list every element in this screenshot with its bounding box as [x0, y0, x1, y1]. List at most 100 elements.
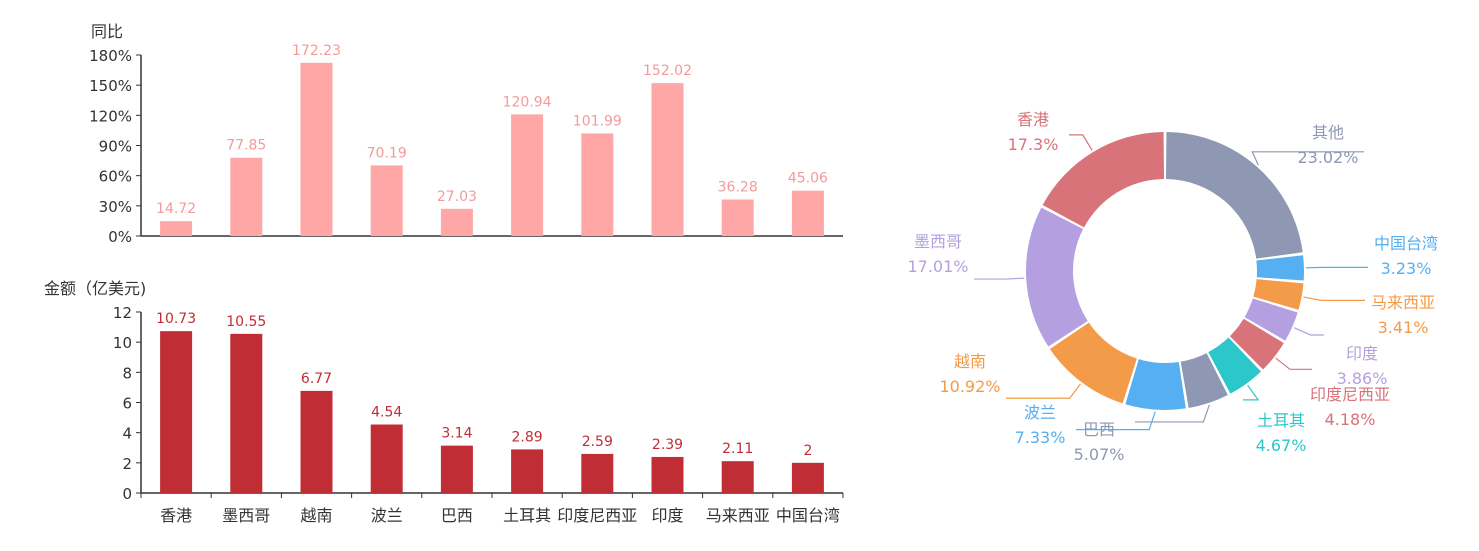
- x-tick-label: 马来西亚: [706, 506, 770, 525]
- bar: [441, 446, 473, 493]
- donut-slice: [1125, 359, 1185, 410]
- leader-line: [974, 278, 1024, 279]
- slice-name-label: 波兰: [1024, 403, 1056, 422]
- donut-slice: [1043, 132, 1164, 227]
- slice-percent-label: 3.41%: [1378, 318, 1429, 337]
- data-label: 4.54: [371, 405, 402, 421]
- slice-name-label: 香港: [1017, 110, 1049, 129]
- bar: [652, 83, 684, 236]
- data-label: 10.73: [156, 311, 196, 327]
- y-axis-title: 同比: [91, 22, 123, 41]
- yoy-bar-chart: 同比 0% 30% 60% 90% 120% 150% 180% 14.72 77.85 172.2…: [89, 22, 843, 246]
- bar: [652, 457, 684, 493]
- slice-percent-label: 7.33%: [1015, 428, 1066, 447]
- slice-percent-label: 3.23%: [1381, 259, 1432, 278]
- slice-percent-label: 4.67%: [1256, 436, 1307, 455]
- data-label: 2: [803, 443, 812, 459]
- bar: [371, 425, 403, 493]
- leader-line: [1304, 297, 1365, 300]
- amount-bar-chart: 金额（亿美元) 0 2 4 6 8 10 12 10.73 香港 10.55 墨西哥 6.77 越南 4.5…: [44, 279, 843, 525]
- data-label: 172.23: [292, 43, 341, 59]
- slice-name-label: 越南: [954, 352, 986, 371]
- bar: [160, 221, 192, 236]
- x-tick-label: 印度: [651, 506, 683, 525]
- bar: [511, 114, 543, 236]
- x-tick-label: 中国台湾: [776, 506, 840, 525]
- data-label: 2.59: [582, 434, 613, 450]
- data-label: 36.28: [718, 180, 758, 196]
- y-tick-label: 90%: [99, 138, 132, 156]
- data-label: 2.89: [512, 429, 543, 445]
- data-label: 27.03: [437, 189, 477, 205]
- data-label: 14.72: [156, 201, 196, 217]
- bar: [511, 449, 543, 493]
- y-tick-label: 6: [122, 395, 132, 413]
- y-tick-label: 12: [113, 304, 132, 322]
- x-tick-label: 波兰: [371, 506, 403, 525]
- y-tick-label: 150%: [89, 77, 132, 95]
- slice-percent-label: 17.01%: [907, 257, 968, 276]
- slice-name-label: 墨西哥: [914, 232, 962, 251]
- data-label: 120.94: [503, 94, 552, 110]
- bar: [581, 454, 613, 493]
- bar: [230, 334, 262, 493]
- x-tick-label: 墨西哥: [222, 506, 270, 525]
- x-tick-label: 越南: [300, 506, 332, 525]
- slice-percent-label: 10.92%: [939, 377, 1000, 396]
- slice-name-label: 印度: [1346, 344, 1378, 363]
- bar: [581, 133, 613, 236]
- slice-name-label: 马来西亚: [1371, 293, 1435, 312]
- data-label: 152.02: [643, 63, 692, 79]
- data-label: 70.19: [367, 145, 407, 161]
- donut-slice: [1166, 132, 1303, 259]
- x-tick-label: 巴西: [441, 506, 473, 525]
- x-tick-label: 印度尼西亚: [557, 506, 637, 525]
- y-tick-label: 2: [122, 455, 132, 473]
- slice-name-label: 印度尼西亚: [1310, 385, 1390, 404]
- data-label: 2.39: [652, 437, 683, 453]
- data-label: 3.14: [441, 426, 472, 442]
- data-label: 2.11: [722, 441, 753, 457]
- y-tick-label: 4: [122, 425, 132, 443]
- y-tick-label: 10: [113, 334, 132, 352]
- data-label: 45.06: [788, 171, 828, 187]
- slice-percent-label: 4.18%: [1325, 410, 1376, 429]
- leader-line: [1276, 358, 1312, 369]
- y-tick-label: 0%: [108, 228, 132, 246]
- donut-slice: [1256, 255, 1304, 280]
- leader-line: [1006, 384, 1080, 398]
- donut-slice: [1026, 208, 1088, 347]
- y-tick-label: 60%: [99, 168, 132, 186]
- slice-name-label: 其他: [1312, 123, 1344, 142]
- slice-name-label: 中国台湾: [1374, 234, 1438, 253]
- y-tick-label: 180%: [89, 47, 132, 65]
- bar: [722, 461, 754, 493]
- data-label: 77.85: [226, 138, 266, 154]
- y-tick-label: 0: [122, 485, 132, 503]
- y-tick-label: 120%: [89, 107, 132, 125]
- bar: [230, 158, 262, 236]
- data-label: 101.99: [573, 113, 622, 129]
- slice-name-label: 土耳其: [1257, 411, 1305, 430]
- y-axis-title: 金额（亿美元): [44, 279, 146, 298]
- y-tick-label: 8: [122, 364, 132, 382]
- share-donut-chart: 其他23.02%中国台湾3.23%马来西亚3.41%印度3.86%印度尼西亚4.…: [907, 110, 1438, 464]
- bar: [792, 463, 824, 493]
- bar: [441, 209, 473, 236]
- leader-line: [1069, 135, 1092, 150]
- data-label: 6.77: [301, 371, 332, 387]
- bar: [301, 391, 333, 493]
- bar: [160, 331, 192, 493]
- bar: [722, 200, 754, 236]
- bar: [792, 191, 824, 236]
- slice-percent-label: 17.3%: [1008, 135, 1059, 154]
- bar: [301, 63, 333, 236]
- data-label: 10.55: [226, 314, 266, 330]
- y-tick-label: 30%: [99, 198, 132, 216]
- x-tick-label: 香港: [160, 506, 192, 525]
- bar: [371, 165, 403, 236]
- slice-percent-label: 23.02%: [1297, 148, 1358, 167]
- slice-percent-label: 5.07%: [1074, 445, 1125, 464]
